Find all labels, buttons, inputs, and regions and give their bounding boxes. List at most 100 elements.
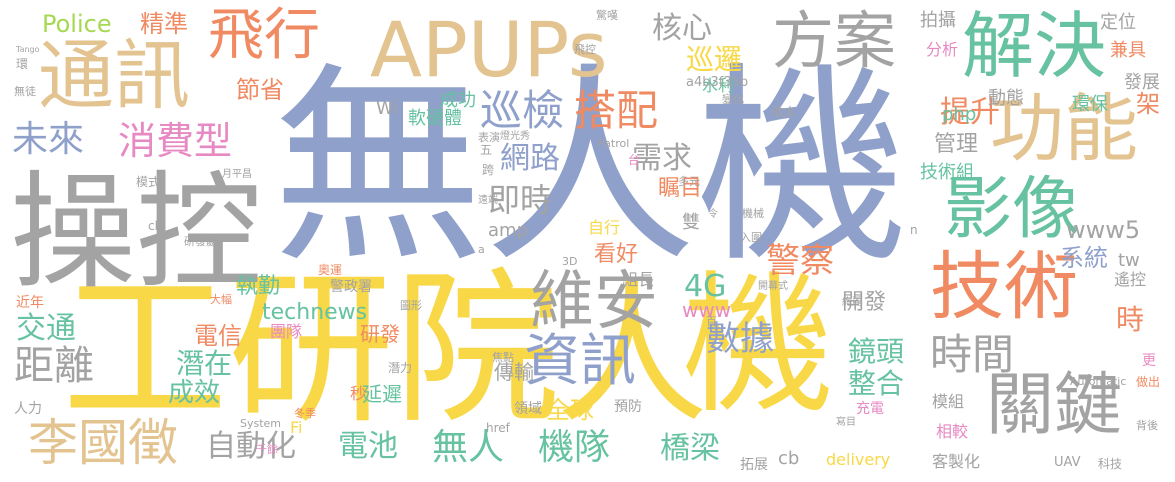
word-duoyuan: 多元 [678, 175, 700, 188]
word-zidonghua: 自動化 [206, 429, 296, 464]
word-qiaoliang: 橋梁 [660, 431, 720, 466]
word-fangan: 方案 [772, 4, 897, 77]
word-renli: 人力 [14, 401, 42, 417]
word-guanli: 管理 [934, 132, 979, 157]
word-tuxing: 圖形 [400, 299, 422, 312]
word-chenggong: 成功 [440, 90, 476, 111]
word-xunluo: 巡邏 [686, 43, 743, 76]
word-bianhua: 變化 [722, 93, 744, 106]
word-fi: Fi [290, 418, 303, 437]
word-jingzhun: 精準 [140, 10, 188, 38]
word-ling: 令 [708, 209, 718, 220]
word-hangtai: 航太 [772, 105, 797, 119]
word-tisheng: 提升 [940, 95, 1000, 130]
word-shuang: 雙 [682, 212, 700, 233]
word-aoyun: 奧運 [318, 263, 343, 277]
word-xiangjiao: 相較 [936, 422, 969, 441]
word-dianchi: 電池 [338, 429, 398, 464]
word-jiejue: 解決 [962, 4, 1107, 88]
word-dapei: 搭配 [574, 86, 659, 135]
word-tongxun: 通訊 [38, 31, 190, 120]
word-jingcha: 警察 [766, 241, 834, 281]
word-uav: UAV [1054, 455, 1081, 470]
word-jingzhengshu: 警政署 [330, 279, 372, 295]
word-zhumu: 瞩目 [658, 176, 703, 201]
word-xuanli: 絢麗 [842, 297, 862, 308]
word-kaifa: 開發 [842, 290, 887, 315]
word-fenxi: 分析 [926, 40, 959, 59]
word-hexin: 核心 [652, 11, 712, 46]
word-jidui: 機隊 [538, 427, 611, 468]
word-keji: 科技 [1098, 457, 1123, 471]
word-xunjian: 巡檢 [480, 86, 565, 135]
word-tw: tw [1118, 250, 1140, 271]
word-weilai: 未來 [12, 119, 85, 160]
word-gongneng: 功能 [990, 86, 1138, 172]
word-kezhihua: 客製化 [932, 452, 981, 471]
word-dafu: 大幅 [210, 293, 232, 306]
word-yaokong: 遙控 [1114, 270, 1147, 289]
word-dongji: 冬季 [294, 407, 316, 420]
word-qianzai: 潛在 [176, 347, 233, 380]
word-technews: technews [262, 300, 368, 325]
word-miao: 秒 [350, 384, 367, 403]
word-jiaodian: 焦點 [492, 351, 514, 364]
word-jixie: 機械 [742, 207, 764, 220]
word-www: www [682, 298, 732, 322]
word-geng: 更 [1142, 353, 1156, 369]
word-kanhao: 看好 [594, 242, 639, 267]
word-patrol: Patrol [598, 137, 630, 150]
word-system: System [240, 417, 282, 430]
word-shijian: 時間 [930, 330, 1015, 379]
word-jishi: 即時 [488, 181, 553, 219]
word-jinnian: 近年 [16, 295, 44, 311]
word-yuepingchang: 月平昌 [222, 169, 252, 180]
word-ruwei: 入圍 [740, 231, 762, 244]
word-chongdian: 充電 [856, 401, 884, 417]
word-a4b3f35b: a4b3f35b [686, 75, 749, 90]
word-automatic: Automatic [1070, 375, 1127, 388]
word-jianju: 兼具 [1110, 40, 1146, 61]
word-chuanshu: 傳輸 [494, 360, 534, 384]
word-cb: cb [778, 448, 800, 469]
word-yingxiang: 影像 [944, 170, 1081, 249]
word-yufang: 預防 [614, 399, 642, 415]
word-yanfachu: 研發處 [184, 235, 217, 248]
word-xiaofeixing: 消費型 [118, 119, 233, 163]
word-yuanduan: 遠端 [478, 195, 498, 206]
word-guanjian: 關鍵 [986, 366, 1123, 445]
word-jiesheng: 節省 [236, 76, 284, 104]
word-wanglu: 網路 [500, 141, 560, 176]
word-wuren: 無人 [432, 427, 505, 468]
word-lingyu: 領域 [514, 401, 542, 417]
word-feixing: 飛行 [208, 3, 320, 68]
word-3d: 3D [562, 255, 578, 268]
word-ck: ck [148, 219, 162, 233]
word-wurenji: 無人機 [272, 44, 908, 291]
word-xitong: 系統 [1060, 244, 1108, 272]
word-huanbao: 環保 [1072, 94, 1108, 115]
word-beihou: 背後 [1136, 419, 1158, 432]
word-tai: 台 [628, 153, 641, 167]
word-police: Police [42, 10, 112, 38]
word-zuochu: 做出 [1136, 375, 1161, 389]
word-mozu: 模組 [932, 392, 965, 411]
word-zhiqin: 執勤 [236, 274, 281, 299]
word-dongtai: 動態 [988, 88, 1024, 109]
word-qianli: 潛力 [388, 361, 413, 375]
word-amp: amp [488, 220, 528, 241]
word-moshi: 模式 [136, 175, 161, 189]
word-juli: 距離 [14, 343, 94, 389]
word-jishuzu: 技術組 [920, 162, 974, 183]
word-yanfa: 研發 [360, 322, 400, 346]
word-tuandui: 團隊 [270, 322, 303, 341]
word-liguozheng: 李國徵 [28, 414, 178, 472]
word-zixun: 資訊 [524, 329, 636, 394]
word-tuozhan: 拓展 [740, 457, 768, 473]
word-ren: 人 [556, 267, 708, 444]
word-apups: APUPs [370, 5, 608, 94]
word-ji: 機 [682, 257, 834, 434]
word-biaoyan: 表演 [478, 131, 500, 144]
word-kua: 跨 [482, 163, 495, 177]
